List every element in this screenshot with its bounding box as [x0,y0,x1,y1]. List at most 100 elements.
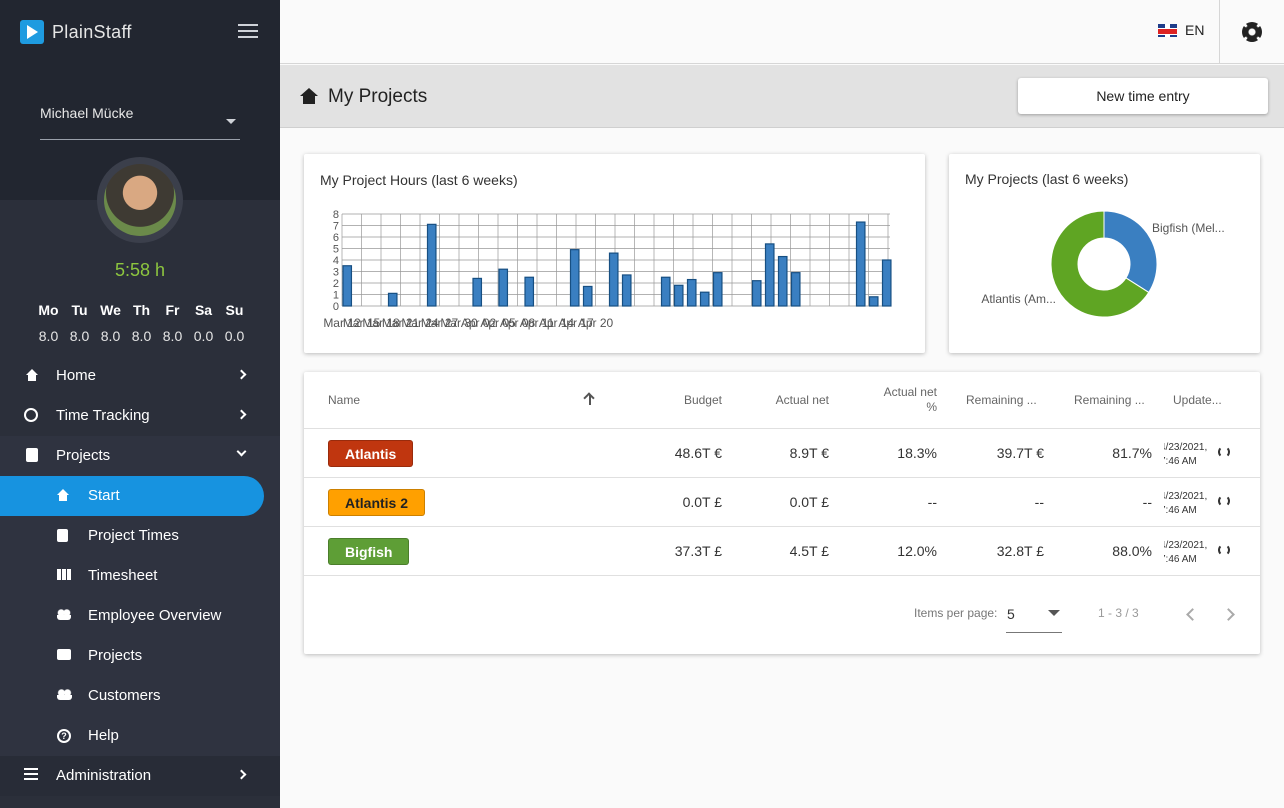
day-hours: 0.0 [224,328,245,344]
bar[interactable] [790,272,801,307]
bar[interactable] [660,276,671,307]
updated-cell: 4/23/2021, 7:46 AM [1164,490,1214,518]
sidebar-item-customers[interactable]: Customers [0,676,280,716]
page-title: My Projects [328,86,428,107]
sidebar-item-projects-list[interactable]: Projects [0,636,280,676]
sidebar-item-help[interactable]: ? Help [0,716,280,756]
sort-arrow-up-icon[interactable] [584,392,596,406]
bar[interactable] [472,277,483,307]
previous-page-icon[interactable] [1186,608,1199,621]
language-switcher[interactable]: EN [1158,22,1204,38]
bar[interactable] [712,272,723,307]
project-chip[interactable]: Atlantis 2 [328,489,426,516]
remaining-cell: 39.7T € [996,445,1044,461]
sidebar-item-project-times[interactable]: Project Times [0,516,280,556]
bar[interactable] [699,291,710,307]
column-header-name[interactable]: Name [328,393,361,407]
actual-net-cell: 4.5T £ [789,543,829,559]
x-tick-label: Apr 08 [500,316,536,330]
column-header-actual-net[interactable]: Actual net [775,393,829,407]
sidebar-item-time-tracking[interactable]: Time Tracking [0,396,280,436]
remaining-cell: -- [1034,494,1044,510]
budget-cell: 0.0T £ [682,494,722,510]
refresh-icon[interactable] [1218,544,1230,556]
table-row[interactable]: Bigfish 37.3T £ 4.5T £ 12.0% 32.8T £ 88.0% 4/2… [304,526,1260,575]
new-time-entry-button[interactable]: New time entry [1018,78,1268,114]
bar[interactable] [621,274,632,307]
chevron-down-icon [1048,610,1060,616]
sidebar-item-start[interactable]: Start [0,476,264,516]
week-days-row: Mo Tu We Th Fr Sa Su [33,302,253,318]
page-size-select[interactable]: 5 [1006,601,1062,633]
refresh-icon[interactable] [1218,495,1230,507]
sidebar-item-label: Projects [88,647,143,664]
refresh-icon[interactable] [1218,446,1230,458]
x-tick-label: Mar 12 [323,316,361,330]
top-bar: EN [280,0,1284,64]
bar[interactable] [673,284,684,307]
bar[interactable] [764,243,775,307]
next-page-icon[interactable] [1222,608,1235,621]
chart-title: My Project Hours (last 6 weeks) [320,172,518,188]
updated-cell: 4/23/2021, 7:46 AM [1164,441,1214,469]
menu-icon[interactable] [238,24,258,40]
bar[interactable] [686,278,697,307]
day-label: Mo [38,302,59,318]
bar[interactable] [608,252,619,307]
day-hours: 8.0 [69,328,90,344]
chart-title: My Projects (last 6 weeks) [965,171,1129,187]
chevron-down-icon [236,446,247,457]
items-per-page-label: Items per page: [914,606,998,620]
user-select[interactable]: Michael Mücke [40,105,240,140]
bar[interactable] [342,265,353,307]
plainstaff-logo-icon [20,20,44,44]
y-tick-label: 2 [333,278,339,290]
group-icon [57,689,72,700]
x-tick-label: Apr 02 [461,316,497,330]
sidebar-item-administration[interactable]: Administration [0,756,280,796]
sidebar-item-label: Help [88,727,119,744]
hours-today: 5:58 h [114,260,166,280]
settings-button[interactable] [1219,0,1284,64]
bar[interactable] [426,223,437,307]
column-header-remaining-pct[interactable]: Remaining ... [1074,393,1145,407]
x-tick-label: Mar 18 [362,316,400,330]
pie-slice[interactable] [1103,210,1158,294]
sidebar-item-timesheet[interactable]: Timesheet [0,556,280,596]
bar[interactable] [498,268,509,307]
bar[interactable] [881,259,892,307]
day-label: We [100,302,121,318]
pie-slice[interactable] [1050,210,1150,318]
chevron-right-icon [236,409,247,420]
bar[interactable] [777,255,788,307]
bar[interactable] [524,276,535,307]
table-row[interactable]: Atlantis 48.6T € 8.9T € 18.3% 39.7T € 81.7% 4/… [304,428,1260,477]
page-size-value: 5 [1007,606,1015,622]
bar[interactable] [751,280,762,307]
column-header-remaining[interactable]: Remaining ... [966,393,1037,407]
updated-time: 7:46 AM [1164,456,1197,467]
sidebar-item-label: Project Times [88,527,179,544]
sidebar-item-home[interactable]: Home [0,356,280,396]
bar[interactable] [569,249,580,307]
page-header: My Projects New time entry [280,65,1284,128]
day-label: Fr [165,302,180,318]
column-header-budget[interactable]: Budget [683,393,722,407]
bar[interactable] [387,292,398,307]
bar[interactable] [855,221,866,307]
column-header-updated[interactable]: Update... [1173,393,1222,407]
page-range: 1 - 3 / 3 [1098,606,1139,620]
bar[interactable] [868,296,879,307]
project-chip[interactable]: Atlantis [328,440,414,467]
app-logo[interactable]: PlainStaff [20,20,132,44]
y-tick-label: 4 [333,255,339,267]
project-chip[interactable]: Bigfish [328,538,410,565]
table-row[interactable]: Atlantis 2 0.0T £ 0.0T £ -- -- -- 4/23/2021, 7:… [304,477,1260,526]
column-header-actual-net-pct[interactable]: Actual net % [884,385,937,415]
sidebar-item-employee-overview[interactable]: Employee Overview [0,596,280,636]
bar[interactable] [582,285,593,307]
sidebar-item-projects[interactable]: Projects [0,436,280,476]
actual-net-pct-cell: 12.0% [897,543,937,559]
y-tick-label: 5 [333,244,339,256]
